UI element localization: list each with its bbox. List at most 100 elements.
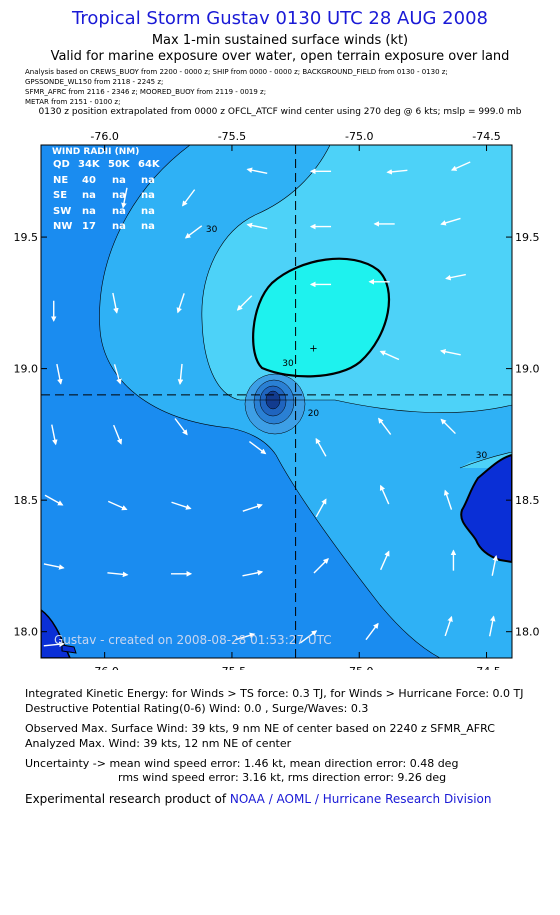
wind-vector-arrow <box>315 437 327 457</box>
wind-vector-arrow <box>113 424 123 445</box>
wind-vector-arrow <box>113 364 122 385</box>
ike-stat: Integrated Kinetic Energy: for Winds > T… <box>25 687 524 700</box>
radii-cell: na <box>141 190 155 201</box>
radii-cell: na <box>112 175 126 186</box>
analysis-sources: Analysis based on CREWS_BUOY from 2200 -… <box>25 67 448 107</box>
radii-cell: na <box>141 221 155 232</box>
wind-vector-arrow <box>174 418 188 436</box>
contour-labels: 30 30 20 30 <box>206 225 488 461</box>
wind-vector-arrow <box>450 161 471 171</box>
contour-label: 20 <box>308 409 320 419</box>
radii-table-title: WIND RADII (NM) <box>52 147 139 157</box>
wind-vector-arrow <box>107 500 128 511</box>
wind-vector-arrow <box>43 563 65 570</box>
creation-credit: Gustav - created on 2008-08-28 01:53:27 … <box>54 633 332 647</box>
wind-vector-arrow <box>379 484 390 505</box>
radii-cell: na <box>112 206 126 217</box>
contour-line-30-east <box>459 451 512 469</box>
radii-cell: na <box>141 206 155 217</box>
product-credit: Experimental research product of NOAA / … <box>25 792 491 806</box>
wind-vector-arrow <box>378 417 392 435</box>
land-cuba-east <box>460 453 512 564</box>
contour-fields: 30 30 20 30 + Gustav - created on 2008-08-2… <box>41 145 512 658</box>
radii-cell: 40 <box>82 175 96 186</box>
radii-cell: SW <box>53 206 71 217</box>
wind-vector-arrow <box>491 555 499 576</box>
wind-vector-arrow <box>177 363 184 385</box>
analysis-line: METAR from 2151 - 0100 z; <box>25 98 121 106</box>
radii-cell: NW <box>53 221 72 232</box>
max-wind-marker: + <box>309 344 317 355</box>
x-tick-label: -75.0 <box>345 665 373 670</box>
wind-vector-arrow <box>112 292 119 314</box>
analysis-line: GPSSONDE_WL150 from 2118 - 2245 z; <box>25 78 164 86</box>
wind-vector-arrow <box>242 503 263 512</box>
observed-max-wind: Observed Max. Surface Wind: 39 kts, 9 nm… <box>25 722 495 735</box>
wind-vector-arrow <box>171 501 192 510</box>
wind-vector-arrow <box>299 630 318 644</box>
y-tick-label-right: 19.5 <box>515 231 540 244</box>
radii-cell: na <box>141 175 155 186</box>
dpr-stat: Destructive Potential Rating(0-6) Wind: … <box>25 702 369 715</box>
contour-line-20 <box>99 145 441 658</box>
wind-vector-arrow <box>56 363 63 385</box>
radii-cell: na <box>82 190 96 201</box>
contour-label: 30 <box>282 359 294 369</box>
radii-header-cell: QD <box>53 159 70 170</box>
x-tick-label-top: -74.5 <box>472 130 500 143</box>
wind-vector-arrow <box>315 498 327 518</box>
vortex-contours <box>244 373 306 435</box>
y-tick-label-right: 19.0 <box>515 363 540 376</box>
radii-cell: SE <box>53 190 67 201</box>
y-tick-label-right: 18.0 <box>515 626 540 639</box>
wind-vector-arrow <box>43 641 65 648</box>
uncertainty-mean: Uncertainty -> mean wind speed error: 1.… <box>25 757 459 770</box>
analysis-line: SFMR_AFRC from 2116 - 2346 z; MOORED_BUO… <box>25 88 267 96</box>
x-tick-label: -75.5 <box>218 665 246 670</box>
radii-cell: 17 <box>82 221 96 232</box>
wind-vector-arrow <box>236 295 253 311</box>
analyzed-max-wind: Analyzed Max. Wind: 39 kts, 12 nm NE of … <box>25 737 292 750</box>
radii-cell: na <box>112 221 126 232</box>
wind-vector-arrow <box>246 222 268 230</box>
x-tick-label-top: -75.0 <box>345 130 373 143</box>
wind-vector-arrow <box>121 187 128 209</box>
radii-cell: na <box>82 206 96 217</box>
wind-vector-arrow <box>445 273 466 281</box>
wind-vector-arrow <box>234 632 256 641</box>
credit-prefix: Experimental research product of <box>25 792 230 806</box>
y-tick-label-right: 18.5 <box>515 494 540 507</box>
radii-header-cell: 34K <box>78 159 101 170</box>
y-tick-label: 19.0 <box>14 363 39 376</box>
wind-map: 30 30 20 30 + Gustav - created on 2008-08-2… <box>14 130 540 670</box>
wind-vector-arrow <box>386 169 408 175</box>
x-tick-label-top: -75.5 <box>218 130 246 143</box>
contour-label: 30 <box>476 451 488 461</box>
wind-vector-arrow <box>181 189 196 207</box>
plot-frame <box>40 144 513 659</box>
wind-vectors <box>43 161 499 648</box>
x-tick-label: -74.5 <box>472 665 500 670</box>
y-tick-label: 19.5 <box>14 231 39 244</box>
radii-cell: na <box>112 190 126 201</box>
wind-vector-arrow <box>246 167 268 174</box>
x-tick-label-top: -76.0 <box>90 130 118 143</box>
radii-cell: NE <box>53 175 68 186</box>
wind-vector-arrow <box>439 349 461 356</box>
hrd-link[interactable]: NOAA / AOML / Hurricane Research Divisio… <box>229 792 492 806</box>
wind-vector-arrow <box>176 293 185 314</box>
chart-subtitle: Max 1-min sustained surface winds (kt) <box>151 33 409 48</box>
max-wind-contour <box>252 257 391 378</box>
wind-vector-arrow <box>443 489 453 510</box>
radii-header-cell: 64K <box>138 159 161 170</box>
wind-vector-arrow <box>488 615 496 637</box>
wind-field-core <box>253 258 390 377</box>
contour-line-30 <box>201 145 512 413</box>
wind-vector-arrow <box>242 569 264 577</box>
position-note: 0130 z position extrapolated from 0000 z… <box>38 107 522 117</box>
analysis-line: Analysis based on CREWS_BUOY from 2200 -… <box>25 68 448 76</box>
wind-vector-arrow <box>51 424 58 446</box>
wind-vector-arrow <box>107 571 129 578</box>
uncertainty-rms: rms wind speed error: 3.16 kt, rms direc… <box>118 771 447 784</box>
wind-vector-arrow <box>380 550 390 571</box>
